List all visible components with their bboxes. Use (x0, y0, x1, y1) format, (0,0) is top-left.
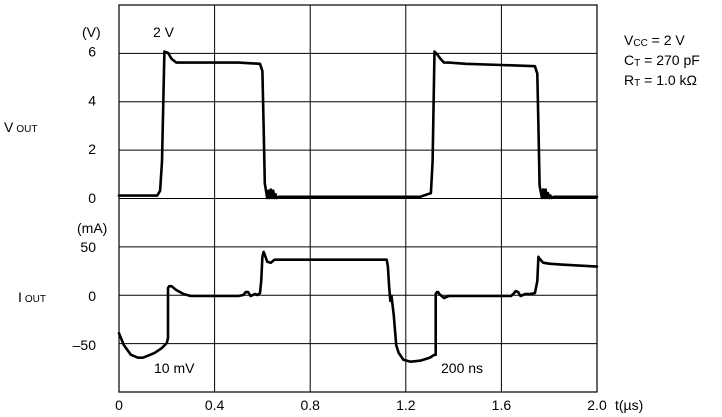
traces (117, 50, 599, 363)
time-scale-annotation: 200 ns (441, 360, 483, 376)
iout-tick-label: –50 (73, 337, 97, 353)
plot-frame (118, 4, 598, 393)
condition-rt: RT = 1.0 kΩ (624, 72, 698, 89)
vout-tick-label: 0 (88, 190, 96, 206)
vout-scale-annotation: 2 V (153, 24, 175, 40)
vout-tick-label: 6 (88, 44, 96, 60)
x-tick-label: 0.4 (205, 397, 225, 413)
vout-unit-label: (V) (82, 24, 101, 40)
iout-unit-label: (mA) (77, 220, 107, 236)
vout-tick-label: 2 (88, 141, 96, 157)
grid (119, 5, 597, 392)
iout-tick-label: 50 (80, 239, 96, 255)
x-tick-label: 0.8 (300, 397, 320, 413)
iout-scale-annotation: 10 mV (154, 360, 195, 376)
iout-trace (117, 250, 599, 363)
iout-axis-label: I OUT (18, 289, 46, 305)
condition-vcc: VCC = 2 V (624, 32, 685, 49)
vout-trace (117, 50, 599, 200)
vout-axis-label: V OUT (4, 119, 37, 135)
x-tick-label: 1.6 (492, 397, 512, 413)
vout-tick-label: 4 (88, 92, 96, 108)
x-tick-label: 0 (115, 397, 123, 413)
x-tick-labels: 0 0.4 0.8 1.2 1.6 2.0 (115, 397, 607, 413)
x-tick-label: 1.2 (396, 397, 416, 413)
iout-tick-labels: –50 0 50 (73, 239, 97, 353)
condition-ct: CT = 270 pF (624, 52, 700, 69)
x-axis-unit-label: t(µs) (615, 397, 643, 413)
x-tick-label: 2.0 (587, 397, 607, 413)
vout-tick-labels: 0 2 4 6 (88, 44, 96, 206)
iout-tick-label: 0 (88, 288, 96, 304)
